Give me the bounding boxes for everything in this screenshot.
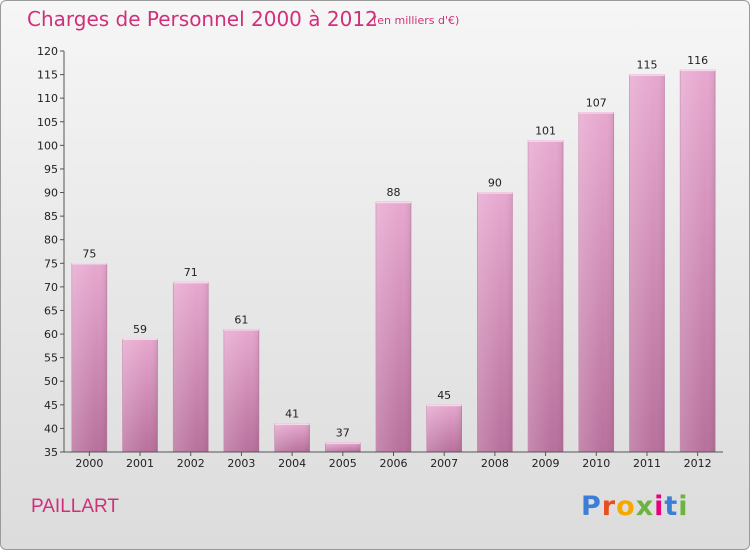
- x-tick-label-2012: 2012: [684, 457, 712, 470]
- bar-shade-2008: [477, 192, 513, 452]
- y-tick-label: 55: [44, 352, 58, 365]
- logo-letter: t: [664, 491, 679, 522]
- bars-group: 75 59 71 61 41 37 88 45 90 101 107 115 116: [71, 54, 716, 453]
- bar-shade-2012: [680, 69, 716, 452]
- y-tick-label: 95: [44, 163, 58, 176]
- y-tick-label: 105: [37, 116, 58, 129]
- data-label-2004: 41: [285, 408, 299, 421]
- logo-letter: x: [635, 491, 655, 522]
- bar-shade-2004: [274, 423, 310, 452]
- x-tick-label-2008: 2008: [481, 457, 509, 470]
- x-tick-label-2005: 2005: [329, 457, 357, 470]
- logo-letter: i: [654, 491, 665, 522]
- data-label-2001: 59: [133, 323, 147, 336]
- chart-title: Charges de Personnel 2000 à 2012: [27, 7, 378, 31]
- logo-letter: r: [601, 491, 617, 522]
- logo-letter: i: [678, 491, 689, 522]
- bar-shade-2011: [629, 74, 665, 453]
- bar-shade-2007: [426, 404, 462, 452]
- logo-letter: o: [616, 491, 636, 522]
- y-tick-label: 70: [44, 281, 58, 294]
- y-tick-label: 80: [44, 234, 58, 247]
- x-tick-label-2003: 2003: [227, 457, 255, 470]
- x-tick-label-2011: 2011: [633, 457, 661, 470]
- y-tick-label: 45: [44, 399, 58, 412]
- x-tick-label-2010: 2010: [582, 457, 610, 470]
- y-tick-label: 60: [44, 328, 58, 341]
- bar-shade-2001: [122, 338, 158, 452]
- data-label-2006: 88: [387, 186, 401, 199]
- logo-letter: P: [581, 491, 602, 522]
- data-label-2005: 37: [336, 427, 350, 440]
- bar-shade-2005: [325, 442, 361, 452]
- y-tick-label: 100: [37, 139, 58, 152]
- bar-shade-2006: [376, 201, 411, 452]
- x-tick-label-2007: 2007: [430, 457, 458, 470]
- x-tick-label-2006: 2006: [380, 457, 408, 470]
- x-tick-label-2009: 2009: [532, 457, 560, 470]
- y-tick-label: 35: [44, 446, 58, 459]
- y-axis: 35 40 45 50 55 60 65 70 75 80 85 90 95 100 105 110 115 12…: [37, 45, 65, 459]
- bar-shade-2003: [223, 329, 259, 452]
- x-axis: 2000 2001 2002 2003 2004 2005 2006 2007 2008 2009…: [64, 451, 723, 470]
- bar-shade-2002: [173, 282, 209, 452]
- y-tick-label: 50: [44, 375, 58, 388]
- data-label-2008: 90: [488, 177, 502, 190]
- data-label-2010: 107: [586, 96, 607, 109]
- data-label-2009: 101: [535, 125, 556, 138]
- data-label-2003: 61: [234, 313, 248, 326]
- y-tick-label: 115: [37, 69, 58, 82]
- data-label-2000: 75: [82, 247, 96, 260]
- x-tick-label-2000: 2000: [75, 457, 103, 470]
- y-tick-label: 90: [44, 187, 58, 200]
- y-tick-label: 110: [37, 92, 58, 105]
- bar-shade-2010: [578, 112, 614, 453]
- y-tick-label: 40: [44, 422, 58, 435]
- data-label-2007: 45: [437, 389, 451, 402]
- bar-shade-2009: [528, 140, 564, 452]
- proxiti-logo[interactable]: Proxiti: [581, 491, 689, 522]
- data-label-2002: 71: [184, 266, 198, 279]
- y-tick-label: 65: [44, 304, 58, 317]
- x-tick-label-2002: 2002: [177, 457, 205, 470]
- y-tick-label: 75: [44, 257, 58, 270]
- y-tick-label: 120: [37, 45, 58, 58]
- data-label-2012: 116: [687, 54, 708, 67]
- data-label-2011: 115: [636, 59, 657, 72]
- x-tick-label-2004: 2004: [278, 457, 306, 470]
- commune-name: PAILLART: [31, 496, 120, 517]
- chart-subtitle: (en milliers d'€): [373, 14, 460, 27]
- x-tick-label-2001: 2001: [126, 457, 154, 470]
- y-tick-label: 85: [44, 210, 58, 223]
- bar-shade-2000: [71, 263, 107, 452]
